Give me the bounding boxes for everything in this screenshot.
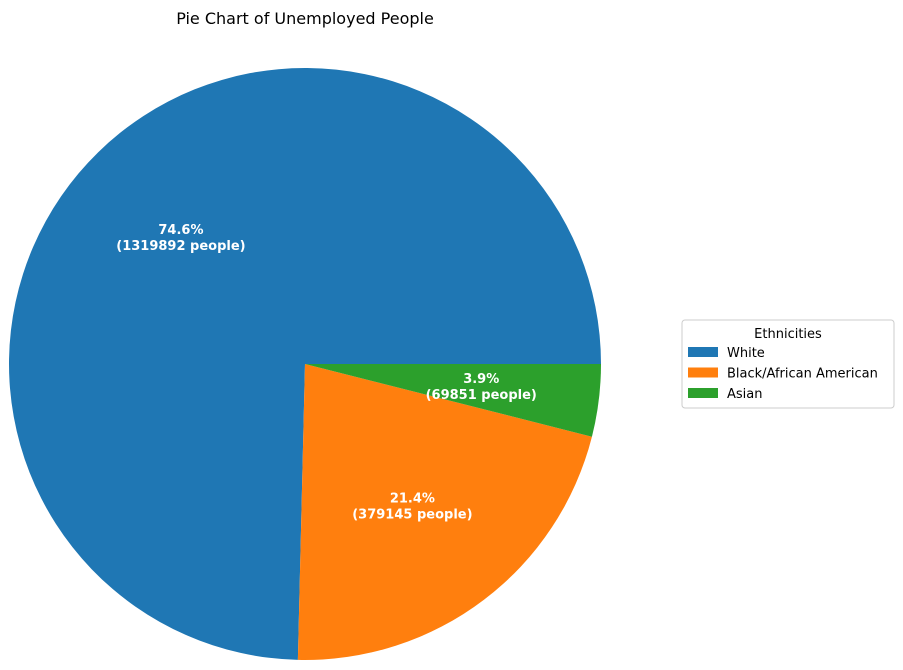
pie-slices [9,67,602,660]
pie-slice-asian [305,364,601,437]
legend-swatch [688,367,718,378]
slice-percent-label: 74.6% [158,223,203,238]
legend-label: Asian [727,387,762,402]
slice-count-label: (1319892 people) [116,239,245,254]
slice-count-label: (69851 people) [426,388,537,403]
legend-label: White [727,346,765,361]
legend-label: Black/African American [727,367,878,382]
chart-title: Pie Chart of Unemployed People [176,9,434,28]
legend-swatch [688,388,718,398]
legend: Ethnicities White Black/African American A… [681,319,895,409]
legend-items: White Black/African American Asian [688,346,878,402]
slice-percent-label: 21.4% [390,491,435,506]
legend-swatch [688,347,718,357]
pie-slice-black-african-american [297,364,592,660]
slice-count-label: (379145 people) [352,507,472,522]
legend-frame [681,319,895,409]
slice-percent-label: 3.9% [463,372,499,387]
legend-title: Ethnicities [754,327,822,342]
pie-slice-white [9,67,602,660]
pie-slice-labels: 74.6%(1319892 people) 21.4%(379145 people… [116,223,537,523]
